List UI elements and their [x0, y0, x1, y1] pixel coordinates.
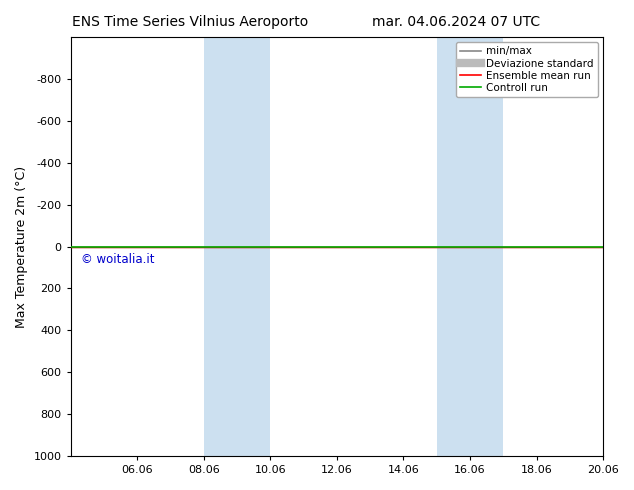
Bar — [437, 37, 503, 456]
Y-axis label: Max Temperature 2m (°C): Max Temperature 2m (°C) — [15, 166, 28, 328]
Bar — [204, 37, 270, 456]
Text: © woitalia.it: © woitalia.it — [81, 252, 154, 266]
Text: ENS Time Series Vilnius Aeroporto: ENS Time Series Vilnius Aeroporto — [72, 15, 308, 29]
Text: mar. 04.06.2024 07 UTC: mar. 04.06.2024 07 UTC — [372, 15, 541, 29]
Legend: min/max, Deviazione standard, Ensemble mean run, Controll run: min/max, Deviazione standard, Ensemble m… — [456, 42, 598, 97]
